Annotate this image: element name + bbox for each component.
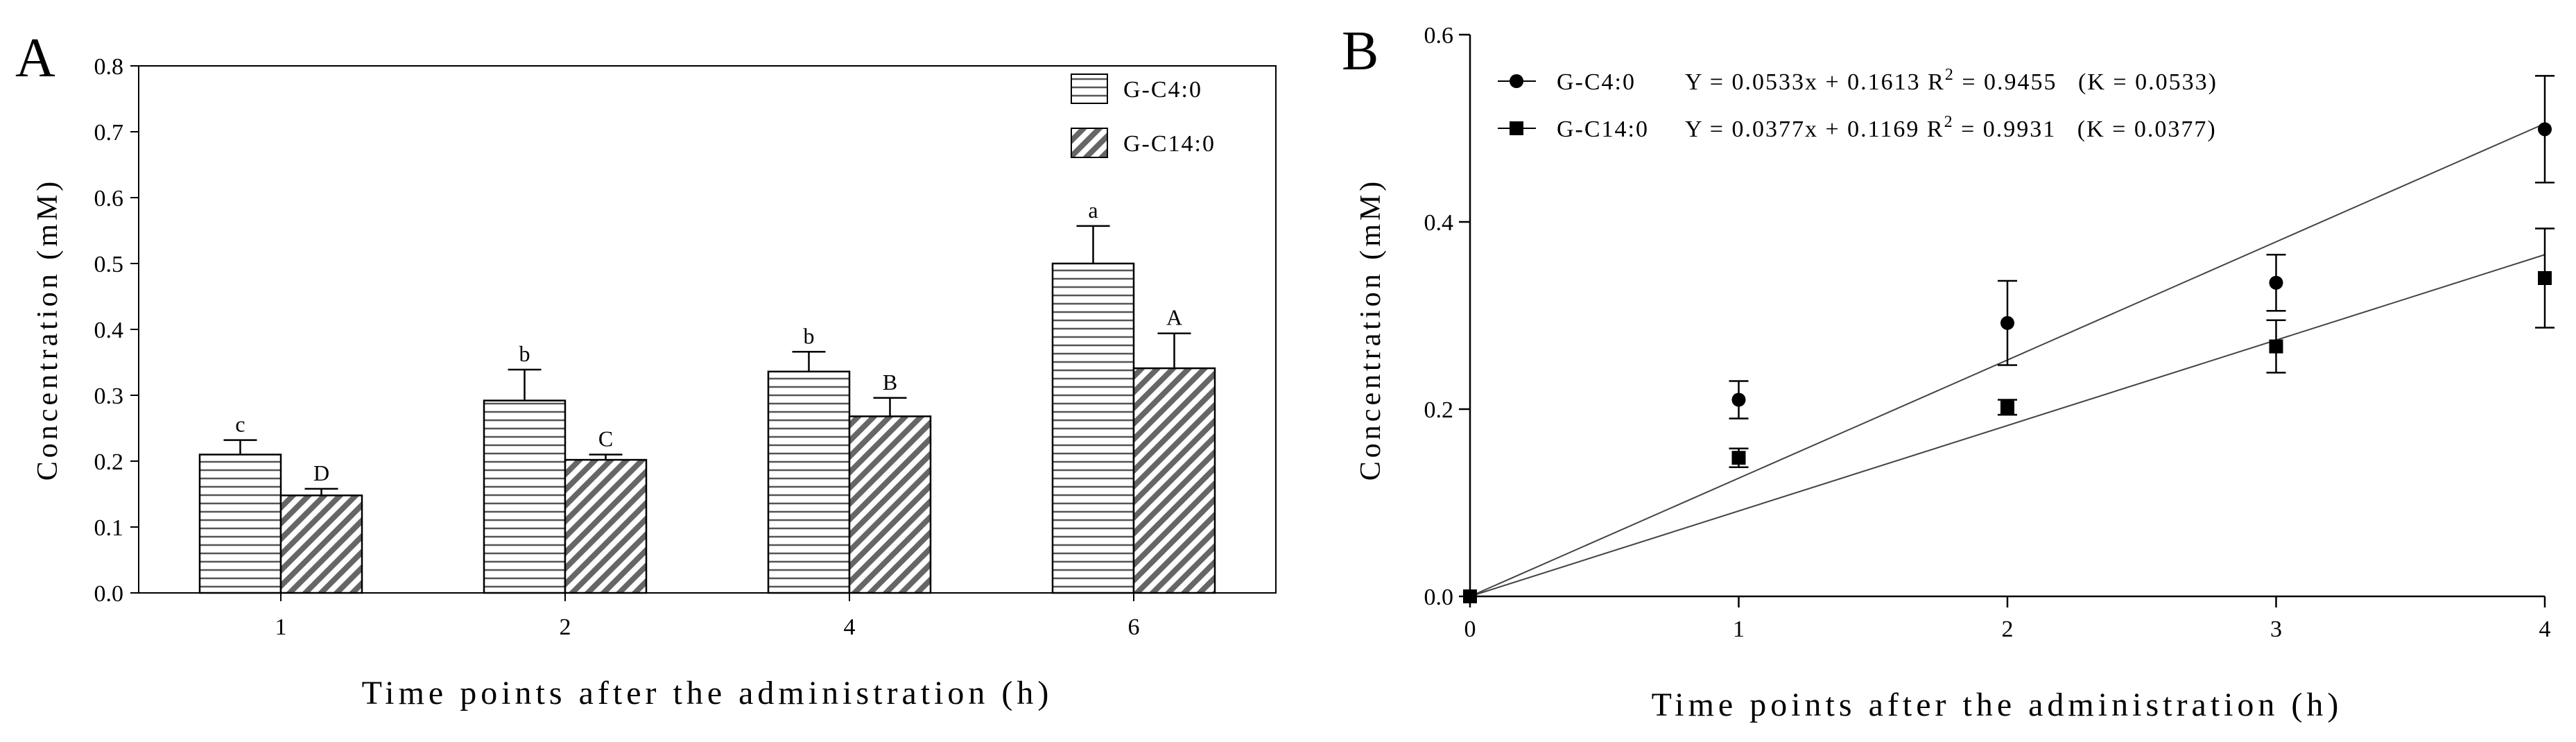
- bar-g-c4-0-6: [1051, 262, 1135, 594]
- panel-b-x-axis-label: Time points after the administration (h): [1652, 687, 2343, 723]
- point-square: [2269, 339, 2283, 354]
- legend-k: (K = 0.0377): [2077, 117, 2217, 142]
- bar-g-c14-0-1: [279, 494, 363, 594]
- x-tick-label: 0: [1464, 616, 1476, 642]
- bar-g-c14-0-4: [848, 415, 932, 594]
- legend-k: (K = 0.0533): [2078, 69, 2218, 95]
- panel-a-bar-chart: A 0.0 0.1 0.2 0.3 0.4 0.5 0.6 0.7 0.8 1 2 4 6 c Db Cb…: [15, 28, 1277, 711]
- y-tick-label: 0.1: [94, 515, 124, 541]
- legend-marker-circle: [1510, 74, 1523, 88]
- significance-letter: b: [804, 323, 815, 348]
- legend-swatch-g-c4-0: [1071, 74, 1108, 104]
- panel-a-bars: c Db Cb Ba A: [198, 198, 1216, 594]
- bar-g-c4-0-1: [198, 454, 282, 594]
- legend-eq-text: Y = 0.0377x + 0.1169: [1685, 117, 1919, 142]
- bar-g-c4-0-2: [483, 399, 567, 594]
- x-tick-label: 2: [2002, 616, 2014, 642]
- legend-label-g-c4-0: G-C4:0: [1123, 77, 1202, 103]
- panel-a-x-axis-label: Time points after the administration (h): [362, 675, 1053, 711]
- significance-letter: A: [1166, 305, 1182, 330]
- y-tick-label: 0.0: [1424, 585, 1454, 610]
- legend-eq-text: Y = 0.0533x + 0.1613: [1685, 69, 1921, 95]
- point-square: [1731, 451, 1746, 465]
- x-tick-label: 6: [1128, 614, 1140, 640]
- x-tick-label: 4: [2539, 616, 2551, 642]
- legend-r2-value: = 0.9455: [1955, 69, 2057, 95]
- panel-b-y-axis-label: Concentration (mM): [1355, 178, 1387, 481]
- panel-a-y-axis: 0.0 0.1 0.2 0.3 0.4 0.5 0.6 0.7 0.8: [94, 54, 139, 607]
- point-circle: [1731, 392, 1746, 407]
- legend-r2-label: R: [1928, 69, 1945, 95]
- point-circle: [2538, 122, 2552, 137]
- panel-b-label: B: [1342, 21, 1378, 82]
- point-square: [1463, 589, 1477, 603]
- legend-eq-g-c4-0: Y = 0.0533x + 0.1613 R2 = 0.9455 (K = 0.…: [1685, 66, 2218, 95]
- y-tick-label: 0.6: [94, 186, 124, 212]
- panel-b-legend: G-C4:0 Y = 0.0533x + 0.1613 R2 = 0.9455 …: [1498, 66, 2218, 142]
- legend-r2-sup: 2: [1944, 113, 1954, 131]
- y-tick-label: 0.8: [94, 54, 124, 80]
- panel-a-legend: G-C4:0 G-C14:0: [1071, 74, 1216, 158]
- legend-label-g-c14-0: G-C14:0: [1123, 131, 1216, 157]
- y-tick-label: 0.3: [94, 383, 124, 409]
- y-tick-label: 0.7: [94, 120, 124, 146]
- legend-r2-label: R: [1927, 117, 1944, 142]
- y-tick-label: 0.2: [94, 449, 124, 475]
- y-tick-label: 0.4: [94, 318, 124, 343]
- x-tick-label: 3: [2270, 616, 2282, 642]
- legend-label-g-c14-0-b: G-C14:0: [1557, 117, 1649, 142]
- legend-r2-value: = 0.9931: [1954, 117, 2057, 142]
- legend-eq-g-c14-0: Y = 0.0377x + 0.1169 R2 = 0.9931 (K = 0.…: [1685, 113, 2217, 142]
- legend-swatch-g-c14-0: [1071, 128, 1108, 158]
- x-tick-label: 1: [275, 614, 287, 640]
- bar-g-c4-0-4: [767, 370, 851, 594]
- x-tick-label: 1: [1733, 616, 1745, 642]
- significance-letter: a: [1088, 198, 1098, 223]
- panel-b-axes: 0.0 0.2 0.4 0.6 0 1 2 3 4: [1424, 23, 2551, 642]
- significance-letter: B: [883, 370, 897, 395]
- panel-b-scatter-chart: B 0.0 0.2 0.4 0.6 0 1 2 3 4 Time points after th…: [1342, 21, 2555, 723]
- legend-r2-sup: 2: [1945, 66, 1955, 84]
- point-circle: [2000, 316, 2014, 330]
- legend-marker-square: [1510, 121, 1523, 135]
- legend-label-g-c4-0-b: G-C4:0: [1557, 69, 1636, 95]
- point-circle: [2269, 275, 2283, 290]
- x-tick-label: 2: [560, 614, 571, 640]
- y-tick-label: 0.0: [94, 581, 124, 607]
- y-tick-label: 0.6: [1424, 23, 1454, 49]
- significance-letter: b: [519, 341, 530, 366]
- y-tick-label: 0.5: [94, 252, 124, 277]
- point-square: [2538, 271, 2552, 285]
- significance-letter: D: [313, 460, 329, 485]
- panel-a-x-axis: 1 2 4 6: [275, 593, 1140, 640]
- point-square: [2000, 400, 2014, 415]
- significance-letter: C: [598, 426, 613, 451]
- bar-g-c14-0-6: [1132, 367, 1216, 594]
- panel-a-label: A: [15, 28, 55, 89]
- y-tick-label: 0.2: [1424, 397, 1454, 423]
- bar-g-c14-0-2: [564, 458, 648, 594]
- y-tick-label: 0.4: [1424, 210, 1454, 236]
- significance-letter: c: [235, 412, 245, 437]
- panel-b-points: [1463, 75, 2555, 603]
- x-tick-label: 4: [844, 614, 856, 640]
- fit-line-g-c14-0: [1469, 254, 2545, 597]
- panel-a-y-axis-label: Concentration (mM): [32, 178, 64, 481]
